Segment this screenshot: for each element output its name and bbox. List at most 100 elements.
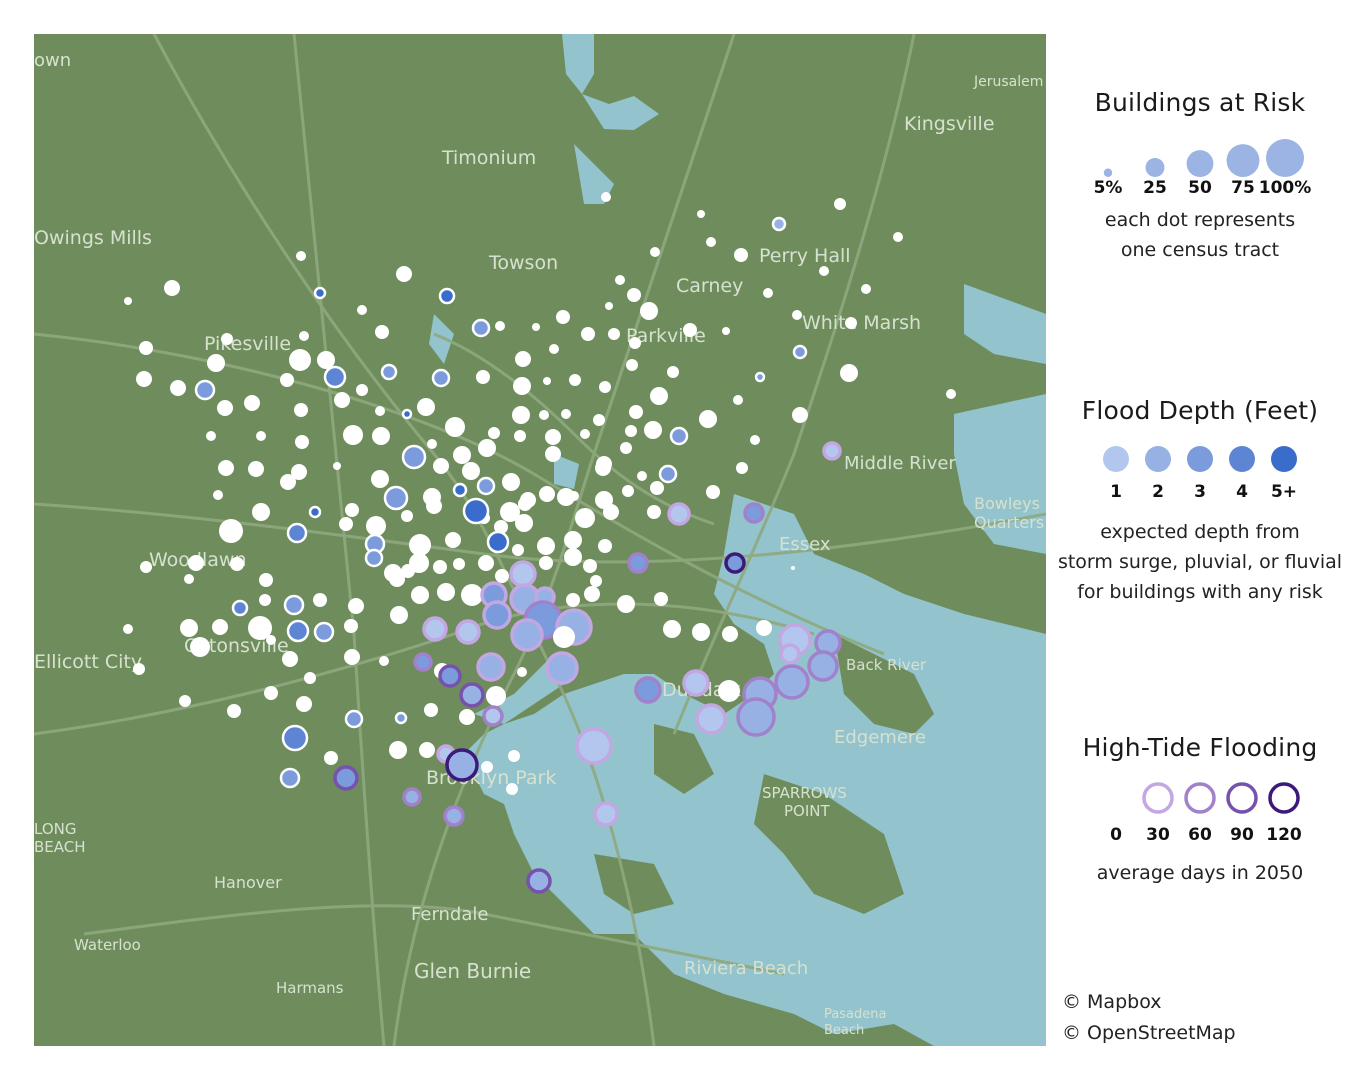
tract-dot[interactable] [718,680,740,702]
tract-dot[interactable] [564,531,582,549]
tract-dot[interactable] [462,462,480,480]
tract-dot[interactable] [348,598,364,614]
tract-dot[interactable] [453,446,471,464]
tract-dot[interactable] [308,505,322,519]
tract-dot[interactable] [791,566,795,570]
tract-dot[interactable] [123,624,133,634]
tract-dot[interactable] [763,288,773,298]
tract-dot[interactable] [244,395,260,411]
tract-dot[interactable] [807,650,839,682]
tract-dot[interactable] [437,583,455,601]
tract-dot[interactable] [431,368,451,388]
tract-dot[interactable] [227,704,241,718]
tract-dot[interactable] [539,410,549,420]
tract-dot[interactable] [333,765,359,791]
flood-risk-map[interactable]: own Jerusalem Kingsville Timonium Owings Mil… [34,34,1046,1046]
tract-dot[interactable] [603,504,619,520]
tract-dot[interactable] [124,297,132,305]
tract-dot[interactable] [581,327,595,341]
tract-dot[interactable] [512,544,524,556]
tract-dot[interactable] [375,325,389,339]
tract-dot[interactable] [213,490,223,500]
tract-dot[interactable] [699,410,717,428]
tract-dot[interactable] [482,705,504,727]
tract-dot[interactable] [476,370,490,384]
tract-dot[interactable] [553,626,575,648]
tract-dot[interactable] [617,595,635,613]
tract-dot[interactable] [515,514,533,532]
tract-dot[interactable] [682,669,710,697]
tract-dot[interactable] [184,574,194,584]
tract-dot[interactable] [508,750,520,762]
tract-dot[interactable] [736,462,748,474]
tract-dot[interactable] [650,481,664,495]
tract-dot[interactable] [371,470,389,488]
tract-dot[interactable] [426,498,442,514]
tract-dot[interactable] [706,485,720,499]
tract-dot[interactable] [627,288,641,302]
tract-dot[interactable] [539,556,553,570]
tract-dot[interactable] [438,287,456,305]
tract-dot[interactable] [207,354,225,372]
tract-dot[interactable] [515,351,531,367]
tract-dot[interactable] [438,664,462,688]
tract-dot[interactable] [647,505,661,519]
tract-dot[interactable] [590,575,602,587]
tract-dot[interactable] [640,302,658,320]
tract-dot[interactable] [427,439,437,449]
tract-dot[interactable] [256,431,266,441]
tract-dot[interactable] [478,555,494,571]
tract-dot[interactable] [774,664,810,700]
tract-dot[interactable] [593,801,619,827]
tract-dot[interactable] [476,652,506,682]
tract-dot[interactable] [518,497,532,511]
tract-dot[interactable] [462,497,490,525]
tract-dot[interactable] [556,310,570,324]
tract-dot[interactable] [313,593,327,607]
tract-dot[interactable] [283,594,305,616]
tract-dot[interactable] [188,555,204,571]
tract-dot[interactable] [792,310,802,320]
tract-dot[interactable] [893,232,903,242]
tract-dot[interactable] [401,444,427,470]
tract-dot[interactable] [411,586,429,604]
tract-dot[interactable] [692,623,710,641]
tract-dot[interactable] [834,198,846,210]
tract-dot[interactable] [452,482,468,498]
tract-dot[interactable] [549,344,559,354]
tract-dot[interactable] [291,464,307,480]
tract-dot[interactable] [281,724,309,752]
tract-dot[interactable] [840,364,858,382]
tract-dot[interactable] [481,761,493,773]
tract-dot[interactable] [380,363,398,381]
tract-dot[interactable] [654,592,668,606]
tract-dot[interactable] [650,387,668,405]
tract-dot[interactable] [861,284,871,294]
tract-dot[interactable] [230,557,244,571]
tract-dot[interactable] [722,626,738,642]
tract-dot[interactable] [266,635,276,645]
tract-dot[interactable] [754,371,766,383]
tract-dot[interactable] [478,439,496,457]
tract-dot[interactable] [575,727,613,765]
tract-dot[interactable] [372,427,390,445]
tract-dot[interactable] [179,695,191,707]
tract-dot[interactable] [286,619,310,643]
tract-dot[interactable] [390,606,408,624]
tract-dot[interactable] [424,703,438,717]
tract-dot[interactable] [667,502,691,526]
tract-dot[interactable] [771,216,787,232]
tract-dot[interactable] [323,365,347,389]
tract-dot[interactable] [461,584,483,606]
tract-dot[interactable] [539,486,555,502]
tract-dot[interactable] [667,366,679,378]
tract-dot[interactable] [495,321,505,331]
tract-dot[interactable] [344,709,364,729]
tract-dot[interactable] [620,442,632,454]
tract-dot[interactable] [819,266,829,276]
tract-dot[interactable] [170,380,186,396]
tract-dot[interactable] [212,619,228,635]
tract-dot[interactable] [514,430,526,442]
tract-dot[interactable] [605,302,613,310]
tract-dot[interactable] [608,328,620,340]
